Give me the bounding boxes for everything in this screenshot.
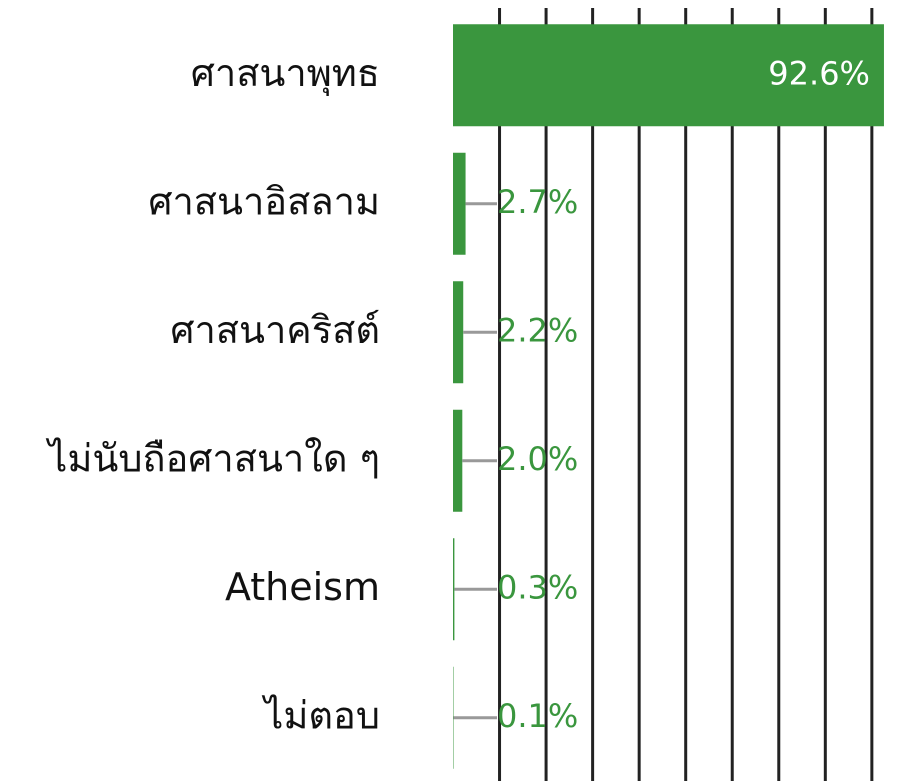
category-label: ศาสนาอิสลาม	[148, 179, 380, 223]
value-label: 0.1%	[497, 697, 578, 735]
value-label: 92.6%	[768, 54, 870, 92]
value-label: 2.0%	[497, 440, 578, 478]
value-label: 2.2%	[497, 311, 578, 349]
bar	[453, 538, 455, 641]
bar	[453, 152, 466, 255]
bar	[453, 24, 884, 127]
value-label: 0.3%	[497, 568, 578, 606]
category-label: ศาสนาพุทธ	[191, 51, 380, 96]
category-label: ศาสนาคริสต์	[170, 308, 380, 352]
category-label: ไม่นับถือศาสนาใด ๆ	[45, 436, 380, 480]
bar	[453, 409, 463, 512]
value-label: 2.7%	[497, 183, 578, 221]
category-label: Atheism	[225, 565, 380, 609]
bar	[453, 281, 464, 384]
category-label: ไม่ตอบ	[261, 693, 380, 737]
